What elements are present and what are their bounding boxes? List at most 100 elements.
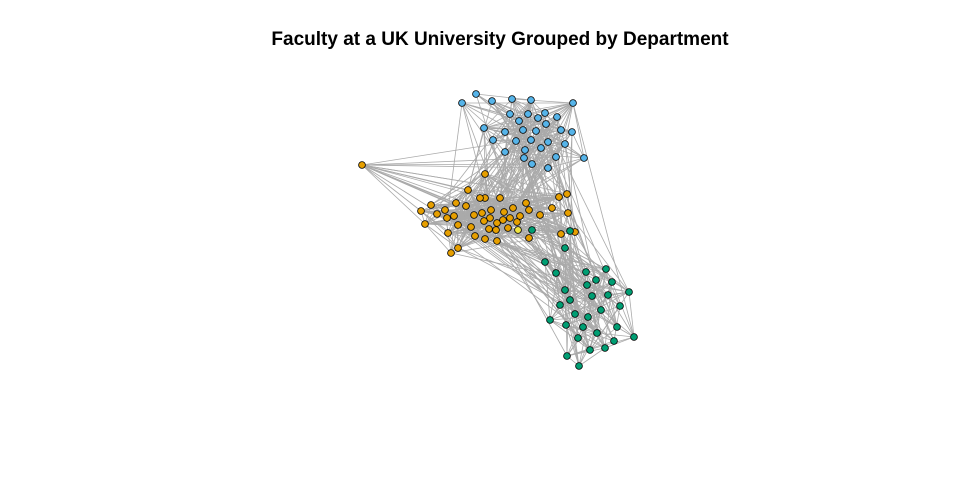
node-blue xyxy=(458,99,466,107)
network-edge xyxy=(518,120,585,159)
network-edge xyxy=(530,99,537,132)
node-blue xyxy=(508,95,516,103)
node-orange xyxy=(433,210,441,218)
network-edge xyxy=(467,127,485,191)
node-blue xyxy=(472,90,480,98)
network-edge xyxy=(453,173,486,217)
network-edge xyxy=(611,281,635,338)
network-edge xyxy=(531,229,561,306)
node-orange xyxy=(487,206,495,214)
node-orange xyxy=(516,212,524,220)
network-edge xyxy=(479,197,553,209)
node-blue xyxy=(532,127,540,135)
network-edge xyxy=(572,102,585,159)
network-edge xyxy=(504,151,585,159)
network-edge xyxy=(555,230,571,274)
node-green xyxy=(556,301,564,309)
node-green xyxy=(601,344,609,352)
node-green xyxy=(616,302,624,310)
network-edge xyxy=(537,117,573,133)
node-green xyxy=(566,227,574,235)
network-edge xyxy=(467,189,568,195)
network-edge xyxy=(537,117,621,307)
node-green xyxy=(571,310,579,318)
network-edge xyxy=(517,229,621,307)
network-edge xyxy=(569,299,635,338)
node-blue xyxy=(501,128,509,136)
network-edge xyxy=(564,143,585,159)
node-orange xyxy=(522,199,530,207)
node-orange xyxy=(564,209,572,217)
network-edge xyxy=(430,173,486,206)
node-orange xyxy=(563,190,571,198)
node-blue xyxy=(544,164,552,172)
node-green xyxy=(608,278,616,286)
node-green xyxy=(584,313,592,321)
network-edge xyxy=(457,197,481,249)
network-edge xyxy=(361,164,426,225)
node-orange xyxy=(504,224,512,232)
network-edge xyxy=(582,284,588,328)
node-blue xyxy=(519,126,527,134)
node-green xyxy=(563,352,571,360)
node-green xyxy=(592,276,600,284)
node-orange xyxy=(454,244,462,252)
node-orange xyxy=(444,229,452,237)
node-green xyxy=(528,226,536,234)
node-green xyxy=(593,329,601,337)
node-green xyxy=(630,333,638,341)
node-orange xyxy=(548,204,556,212)
network-edge xyxy=(566,349,591,357)
network-edge xyxy=(424,217,511,225)
node-orange xyxy=(525,206,533,214)
node-green xyxy=(582,268,590,276)
network-edge xyxy=(519,215,530,239)
node-orange xyxy=(421,220,429,228)
node-blue xyxy=(569,99,577,107)
node-orange xyxy=(358,161,366,169)
network-edge xyxy=(587,316,615,342)
network-edge xyxy=(483,113,511,129)
network-edge xyxy=(509,102,574,115)
node-orange xyxy=(485,225,493,233)
network-edge xyxy=(591,281,613,297)
node-green xyxy=(575,362,583,370)
node-blue xyxy=(528,160,536,168)
network-edge xyxy=(361,164,491,219)
node-orange xyxy=(555,193,563,201)
node-orange xyxy=(499,216,507,224)
node-green xyxy=(561,244,569,252)
node-orange xyxy=(464,186,472,194)
node-green xyxy=(586,346,594,354)
node-orange xyxy=(443,214,451,222)
node-blue xyxy=(544,138,552,146)
node-blue xyxy=(515,117,523,125)
node-orange xyxy=(471,232,479,240)
network-edge xyxy=(564,102,574,145)
network-edge xyxy=(488,228,588,286)
node-blue xyxy=(524,110,532,118)
network-edge xyxy=(361,164,560,198)
node-orange xyxy=(492,226,500,234)
network-edge xyxy=(483,127,492,211)
node-blue xyxy=(480,124,488,132)
node-orange xyxy=(447,249,455,257)
node-orange xyxy=(481,235,489,243)
node-green xyxy=(561,286,569,294)
network-edge xyxy=(519,215,576,233)
node-blue xyxy=(489,136,497,144)
node-green xyxy=(588,292,596,300)
network-edge xyxy=(504,139,532,153)
network-edge xyxy=(475,93,532,101)
node-green xyxy=(597,306,605,314)
network-edge xyxy=(450,202,457,254)
node-blue xyxy=(527,136,535,144)
node-blue xyxy=(512,137,520,145)
node-green xyxy=(566,296,574,304)
network-edge xyxy=(479,173,486,199)
network-edge xyxy=(424,197,481,225)
network-edge xyxy=(531,143,566,165)
network-edge xyxy=(361,164,422,212)
node-orange xyxy=(452,199,460,207)
node-orange xyxy=(496,194,504,202)
